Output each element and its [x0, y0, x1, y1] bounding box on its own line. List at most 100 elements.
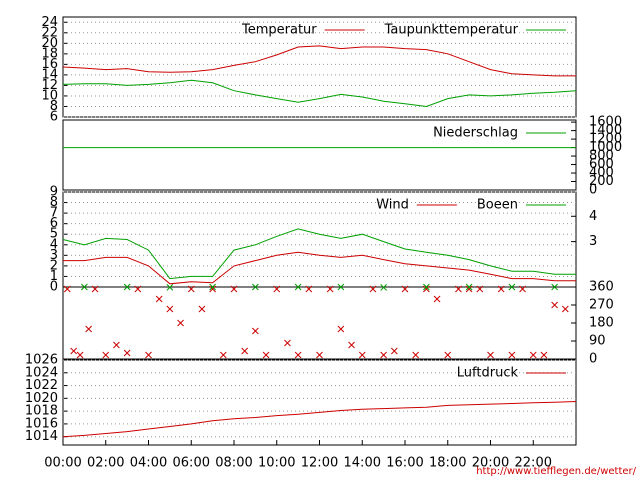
- data-point: [380, 351, 387, 359]
- y-tick-label: 0: [589, 352, 597, 367]
- data-point: [123, 283, 131, 291]
- y-tick-label: 9: [50, 185, 58, 200]
- legend-label: Temperatur: [241, 23, 317, 38]
- data-point: [519, 285, 526, 293]
- data-point: [123, 349, 131, 357]
- x-tick-label: 18:00: [429, 456, 466, 471]
- y-tick-label: 20: [41, 36, 58, 51]
- data-point: [380, 284, 387, 291]
- y-tick-label: 360: [589, 280, 614, 295]
- x-tick-label: 10:00: [258, 456, 295, 471]
- data-point: [209, 285, 216, 293]
- data-point: [166, 305, 174, 313]
- legend-label: Wind: [376, 198, 409, 213]
- y-tick-label: 8: [50, 195, 58, 210]
- data-point: [337, 283, 345, 291]
- y-tick-label: 1016: [25, 416, 58, 431]
- x-tick-label: 02:00: [87, 456, 124, 471]
- y-tick-label: 600: [589, 157, 614, 172]
- data-point: [369, 285, 377, 293]
- data-point: [412, 351, 420, 359]
- x-tick-label: 08:00: [215, 456, 252, 471]
- y-tick-label: 8: [50, 99, 58, 114]
- y-tick-label: 1: [50, 269, 58, 284]
- data-point: [113, 341, 120, 349]
- data-point: [230, 285, 238, 293]
- data-point: [102, 351, 110, 359]
- y-tick-label: 1024: [25, 365, 58, 380]
- y-tick-label: 7: [50, 206, 58, 221]
- y-tick-label: 10: [41, 88, 58, 103]
- legend-label: Niederschlag: [433, 126, 518, 141]
- data-point: [423, 285, 430, 293]
- y-tick-label: 1022: [25, 378, 58, 393]
- y-tick-label: 1200: [589, 132, 622, 147]
- data-point: [326, 285, 334, 293]
- data-point: [273, 285, 281, 293]
- x-tick-label: 06:00: [173, 456, 210, 471]
- data-point: [209, 283, 216, 291]
- x-tick-label: 20:00: [472, 456, 509, 471]
- data-point: [487, 351, 494, 359]
- y-tick-label: 2: [50, 258, 58, 273]
- data-point: [465, 285, 473, 293]
- data-point: [284, 339, 291, 347]
- data-point: [177, 319, 184, 327]
- y-tick-label: 270: [589, 298, 614, 313]
- data-point: [540, 351, 548, 359]
- y-tick-label: 1018: [25, 404, 58, 419]
- data-point: [433, 295, 441, 303]
- y-tick-label: 6: [50, 216, 58, 231]
- y-tick-label: 12: [41, 78, 58, 93]
- data-point: [561, 305, 569, 313]
- data-point: [63, 285, 71, 293]
- data-point: [508, 283, 516, 291]
- y-tick-label: 0: [589, 183, 597, 198]
- y-tick-label: 22: [41, 25, 58, 40]
- data-point: [337, 325, 345, 333]
- y-tick-label: 18: [41, 46, 58, 61]
- data-point: [529, 351, 537, 359]
- data-point: [305, 285, 313, 293]
- y-tick-label: 6: [50, 110, 58, 125]
- data-point: [198, 305, 206, 313]
- y-tick-label: 4: [589, 209, 597, 224]
- data-point: [348, 341, 355, 349]
- data-point: [85, 325, 93, 333]
- panel-frame: [62, 119, 577, 191]
- data-point: [76, 351, 84, 359]
- y-tick-label: 24: [41, 15, 58, 30]
- y-tick-label: 400: [589, 166, 614, 181]
- data-point: [219, 351, 227, 359]
- x-tick-label: 16:00: [386, 456, 423, 471]
- data-point: [241, 347, 249, 355]
- y-tick-label: 4: [50, 237, 58, 252]
- y-tick-label: 14: [41, 67, 58, 82]
- legend-label: Taupunkttemperatur: [384, 23, 519, 38]
- data-point: [252, 283, 259, 291]
- data-point: [358, 351, 366, 359]
- y-tick-label: 800: [589, 149, 614, 164]
- y-tick-label: 3: [589, 234, 597, 249]
- data-point: [390, 347, 398, 355]
- data-point: [155, 295, 163, 303]
- data-line: [62, 228, 576, 280]
- data-point: [187, 285, 195, 293]
- y-tick-label: 1400: [589, 123, 622, 138]
- y-tick-label: 90: [589, 334, 606, 349]
- data-point: [316, 351, 323, 359]
- source-url: http://www.tiefflegen.de/wetter/: [476, 466, 636, 477]
- data-line: [62, 79, 577, 108]
- y-tick-label: 180: [589, 316, 614, 331]
- y-tick-label: 1000: [589, 140, 622, 155]
- y-tick-label: 1026: [25, 353, 58, 368]
- y-tick-label: 200: [589, 174, 614, 189]
- data-point: [81, 283, 88, 291]
- x-tick-label: 22:00: [515, 456, 552, 471]
- y-tick-label: 16: [41, 57, 58, 72]
- data-point: [294, 283, 302, 291]
- x-tick-label: 14:00: [344, 456, 381, 471]
- x-tick-label: 12:00: [301, 456, 338, 471]
- data-line: [63, 251, 576, 285]
